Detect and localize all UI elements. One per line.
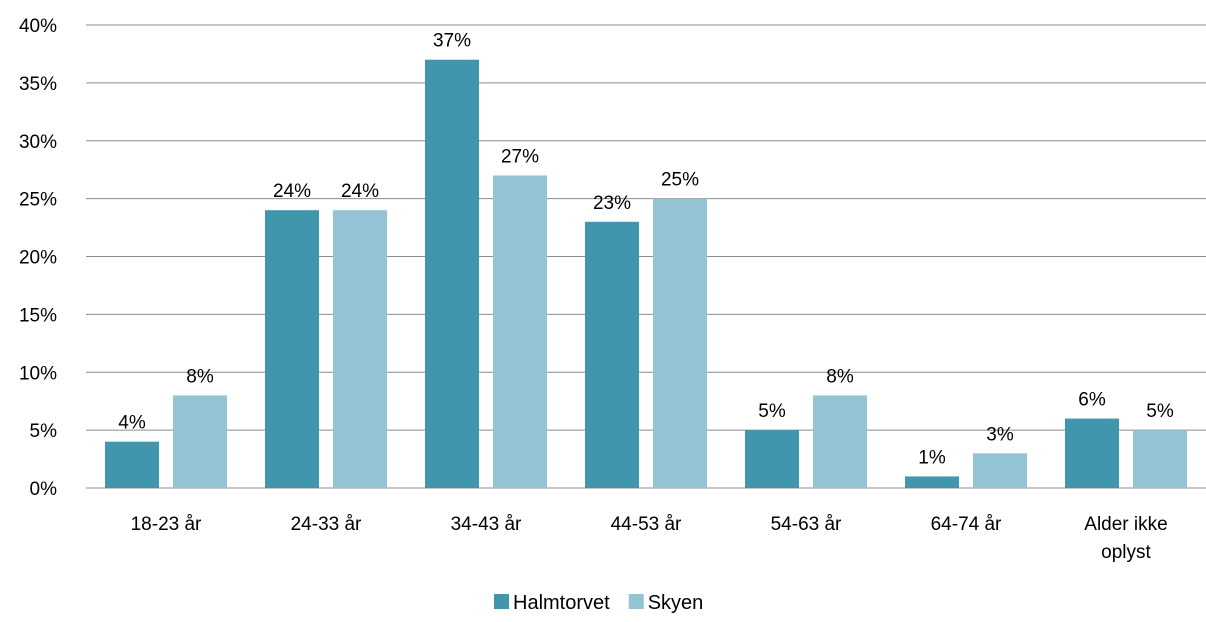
data-label: 27% bbox=[501, 146, 539, 167]
data-label: 8% bbox=[826, 366, 854, 387]
x-category-label: Alder ikke oplyst bbox=[1084, 514, 1167, 563]
bar-skyen-0 bbox=[173, 395, 227, 488]
x-axis-category-labels: 18-23 år 24-33 år 34-43 år 44-53 år 54-63 år… bbox=[131, 514, 1168, 563]
y-tick-label: 20% bbox=[19, 248, 57, 269]
y-tick-label: 10% bbox=[19, 363, 57, 384]
bar-halmtorvet-0 bbox=[105, 441, 159, 488]
bar-skyen-4 bbox=[813, 395, 867, 488]
data-label: 4% bbox=[118, 413, 146, 434]
x-category-label: 34-43 år bbox=[451, 514, 522, 535]
x-category-label: 24-33 år bbox=[291, 514, 362, 535]
y-axis-tick-labels: 0% 5% 10% 15% 20% 25% 30% 35% 40% bbox=[19, 16, 57, 500]
gridlines bbox=[86, 24, 1206, 489]
bar-skyen-5 bbox=[973, 453, 1027, 488]
bar-skyen-1 bbox=[333, 210, 387, 488]
bar-halmtorvet-1 bbox=[265, 210, 319, 488]
data-label: 24% bbox=[273, 181, 311, 202]
y-tick-label: 15% bbox=[19, 305, 57, 326]
data-label: 3% bbox=[986, 424, 1014, 445]
data-label: 37% bbox=[433, 31, 471, 52]
legend-label-halmtorvet: Halmtorvet bbox=[513, 592, 610, 614]
data-label: 24% bbox=[341, 181, 379, 202]
y-tick-label: 0% bbox=[30, 479, 58, 500]
x-category-label: 18-23 år bbox=[131, 514, 202, 535]
y-tick-label: 25% bbox=[19, 190, 57, 211]
y-tick-label: 5% bbox=[30, 421, 58, 442]
data-label: 5% bbox=[758, 401, 786, 422]
bar-halmtorvet-2 bbox=[425, 59, 479, 488]
x-category-label: 64-74 år bbox=[931, 514, 1002, 535]
data-label: 25% bbox=[661, 170, 699, 191]
legend-swatch-halmtorvet bbox=[494, 594, 509, 609]
bar-skyen-6 bbox=[1133, 430, 1187, 488]
bars bbox=[105, 59, 1187, 488]
legend: Halmtorvet Skyen bbox=[494, 592, 703, 614]
data-labels: 4% 8% 24% 24% 37% 27% 23% 25% 5% 8% 1% 3% 6% 5% bbox=[118, 31, 1174, 469]
y-tick-label: 40% bbox=[19, 16, 57, 37]
legend-swatch-skyen bbox=[628, 594, 644, 609]
y-tick-label: 30% bbox=[19, 132, 57, 153]
x-category-label: 44-53 år bbox=[611, 514, 682, 535]
data-label: 6% bbox=[1078, 390, 1106, 411]
y-tick-label: 35% bbox=[19, 74, 57, 95]
bar-halmtorvet-5 bbox=[905, 476, 959, 488]
bar-halmtorvet-4 bbox=[745, 430, 799, 488]
data-label: 1% bbox=[918, 447, 946, 468]
data-label: 8% bbox=[186, 366, 214, 387]
bar-skyen-2 bbox=[493, 175, 547, 488]
bar-halmtorvet-3 bbox=[585, 221, 639, 488]
bar-skyen-3 bbox=[653, 198, 707, 488]
data-label: 5% bbox=[1146, 401, 1174, 422]
data-label: 23% bbox=[593, 193, 631, 214]
legend-label-skyen: Skyen bbox=[648, 592, 704, 614]
x-category-label: 54-63 år bbox=[771, 514, 842, 535]
bar-halmtorvet-6 bbox=[1065, 418, 1119, 488]
